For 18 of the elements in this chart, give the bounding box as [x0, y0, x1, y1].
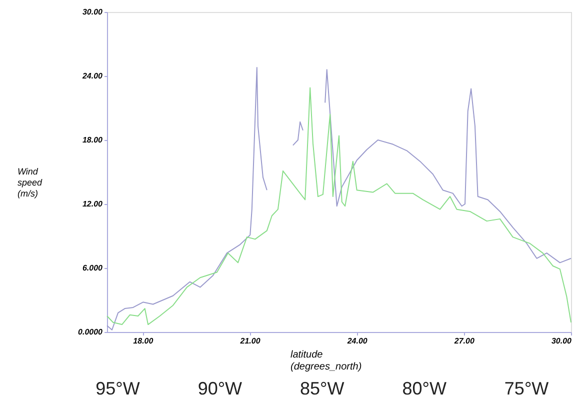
x-tick-label: 30.00	[551, 336, 572, 346]
y-axis-title: Wind speed (m/s)	[18, 166, 44, 198]
x-tick-label: 24.00	[346, 336, 368, 346]
x-tick-label: 21.00	[239, 336, 261, 346]
x-axis-title: latitude (degrees_north)	[290, 350, 362, 372]
x2-tick-label: 80°W	[402, 378, 446, 398]
y-tick-label: 18.00	[82, 136, 104, 144]
x2-tick-label: 85°W	[300, 378, 344, 398]
y-tick-label: 12.00	[82, 200, 104, 208]
x-tick-label: 18.00	[133, 336, 154, 346]
y-tick-label: 24.00	[81, 72, 104, 80]
y-tick-label: 0.0000	[78, 328, 104, 336]
y-tick-label: 6.000	[82, 264, 104, 272]
x2-tick-label: 95°W	[96, 378, 140, 398]
x2-tick-label: 75°W	[504, 378, 549, 398]
x-tick-label: 27.00	[453, 336, 475, 346]
x2-tick-label: 90°W	[198, 378, 242, 398]
y-tick-label: 30.00	[82, 8, 104, 16]
